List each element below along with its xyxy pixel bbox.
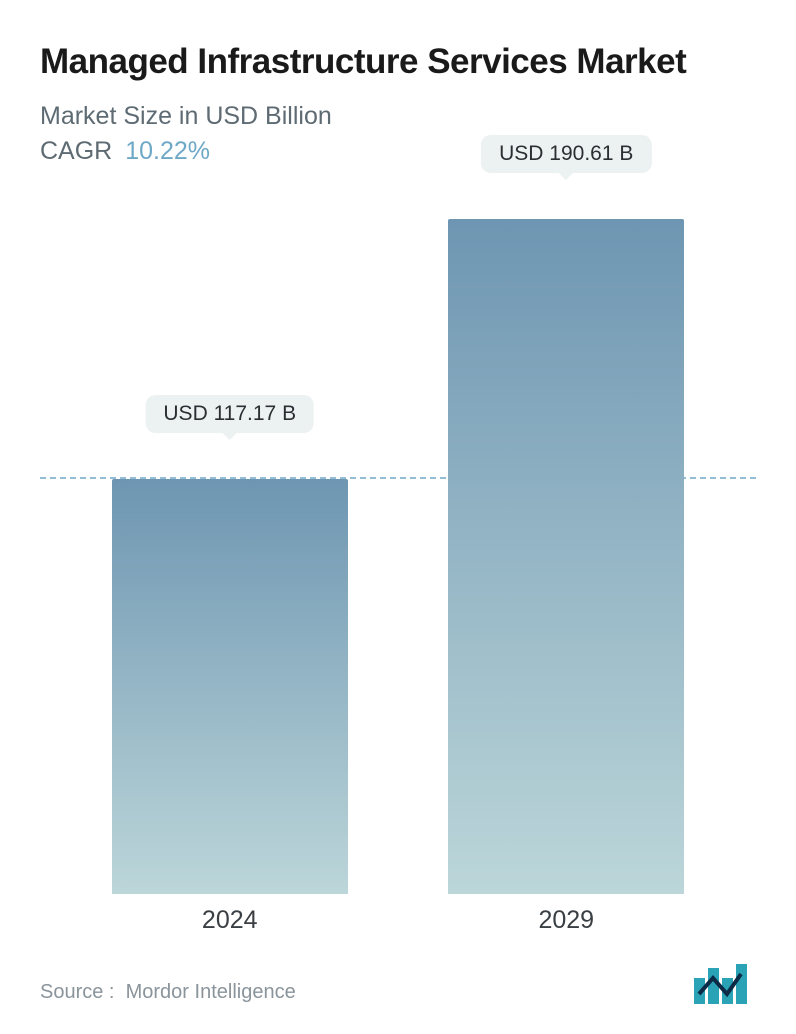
bar-chart: USD 117.17 BUSD 190.61 B 20242029 [40, 186, 756, 954]
bar-2024 [112, 479, 348, 894]
chart-title: Managed Infrastructure Services Market [40, 40, 756, 84]
x-axis-label: 2029 [538, 906, 594, 935]
value-pill-2029: USD 190.61 B [481, 135, 651, 173]
mordor-logo-icon [694, 964, 756, 1004]
source-label: Source : [40, 981, 114, 1003]
value-pill-2024: USD 117.17 B [145, 395, 314, 433]
x-axis-label: 2024 [202, 906, 258, 935]
cagr-label: CAGR [40, 137, 112, 165]
chart-subtitle: Market Size in USD Billion [40, 102, 756, 131]
source-name: Mordor Intelligence [126, 981, 296, 1003]
chart-footer: Source : Mordor Intelligence [40, 964, 756, 1004]
cagr-value: 10.22% [125, 137, 210, 165]
bar-2029 [448, 219, 684, 894]
source-attribution: Source : Mordor Intelligence [40, 981, 296, 1004]
